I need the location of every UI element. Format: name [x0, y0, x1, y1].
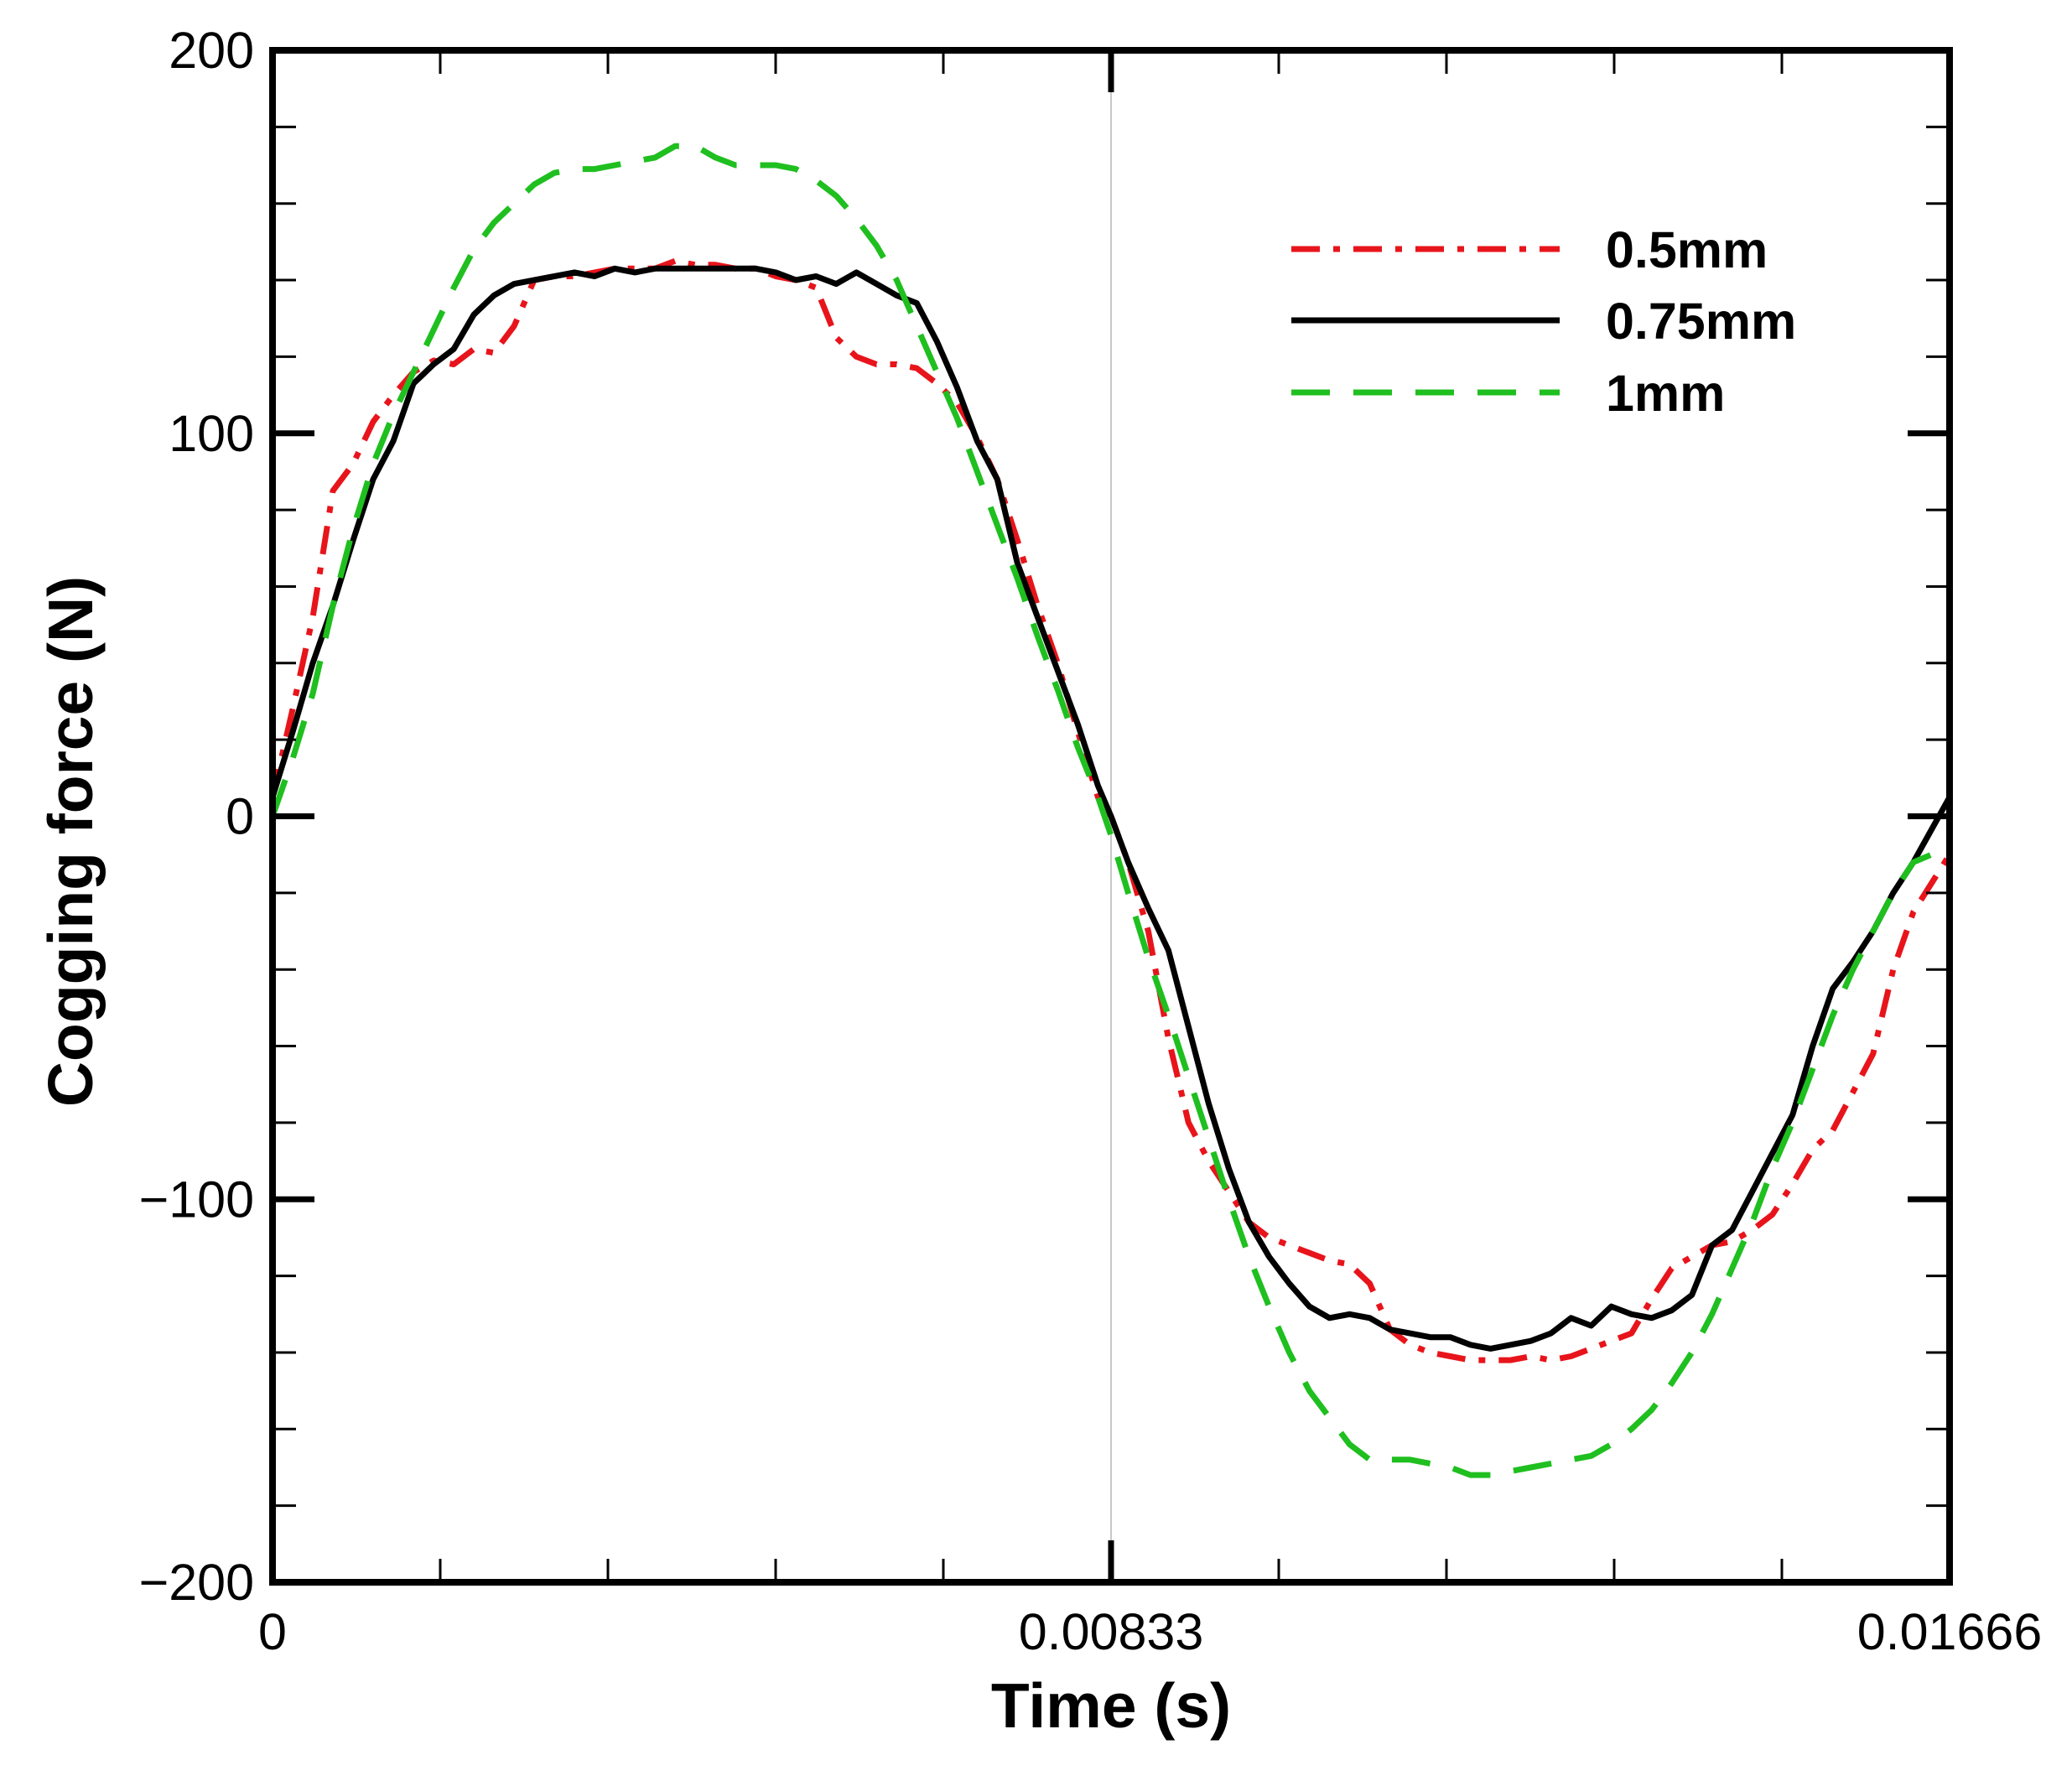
y-tick-label: 100 — [169, 405, 254, 462]
x-axis-title: Time (s) — [991, 1670, 1231, 1741]
legend: 0.5mm 0.75mm 1mm — [1291, 221, 1796, 422]
series-layer — [269, 143, 1953, 1478]
y-tick-label: −200 — [139, 1554, 254, 1611]
y-tick-label: 0 — [226, 788, 254, 845]
y-tick-label: −100 — [139, 1171, 254, 1228]
series-line-0.75mm — [269, 265, 1953, 1352]
tick-layer — [269, 47, 1953, 1586]
y-tick-label: 200 — [169, 22, 254, 79]
series-line-1mm — [269, 143, 1951, 1478]
x-tick-label: 0.01666 — [1857, 1603, 2043, 1660]
x-tick-label: 0 — [258, 1603, 287, 1660]
legend-label: 0.75mm — [1606, 293, 1796, 350]
legend-label: 1mm — [1606, 365, 1725, 422]
x-tick-label: 0.00833 — [1019, 1603, 1204, 1660]
y-axis-title: Cogging force (N) — [35, 576, 106, 1107]
legend-label: 0.5mm — [1606, 221, 1768, 278]
